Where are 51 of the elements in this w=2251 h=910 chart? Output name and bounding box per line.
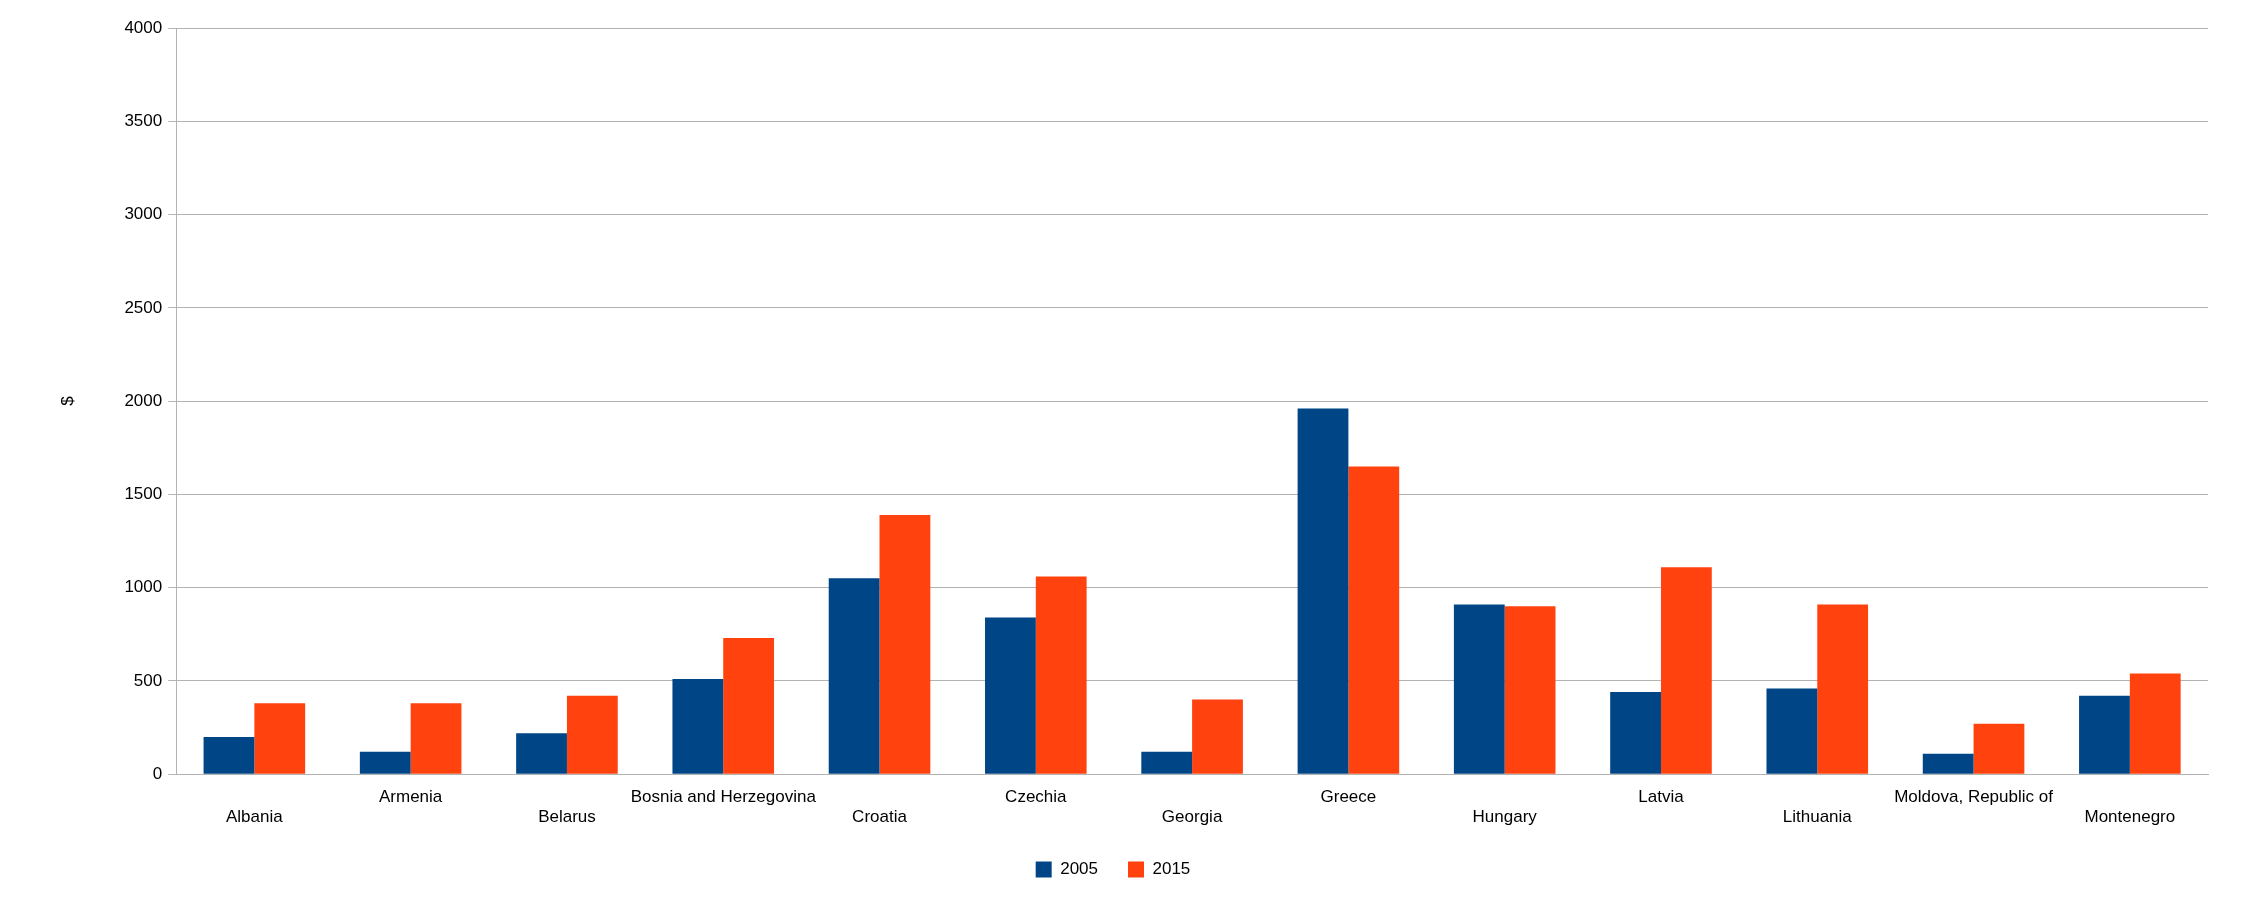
x-tick-label: Latvia xyxy=(1638,787,1685,807)
bar xyxy=(203,736,255,774)
bar xyxy=(672,679,724,774)
bar xyxy=(1660,567,1712,774)
bar xyxy=(1922,753,1974,774)
bar xyxy=(1766,688,1818,774)
bar xyxy=(410,703,462,774)
x-tick-label: Moldova, Republic of xyxy=(1894,787,2054,807)
bar xyxy=(1610,692,1661,774)
bar xyxy=(254,703,306,774)
x-tick-label: Belarus xyxy=(538,807,596,827)
bar xyxy=(879,514,931,774)
y-tick-label: 500 xyxy=(133,670,163,690)
bar xyxy=(985,617,1036,774)
bar xyxy=(828,578,880,774)
x-tick-label: Czechia xyxy=(1005,787,1068,807)
bar xyxy=(1453,604,1505,774)
y-tick-label: 0 xyxy=(152,763,163,783)
x-tick-label: Armenia xyxy=(379,787,443,807)
bar xyxy=(1348,466,1400,774)
bar xyxy=(1035,576,1087,774)
bar xyxy=(1973,723,2025,774)
legend-label: 2005 xyxy=(1060,859,1099,879)
bar xyxy=(566,695,618,774)
bar xyxy=(1297,408,1349,774)
bar xyxy=(2129,673,2181,774)
legend-label: 2015 xyxy=(1152,859,1191,879)
x-tick-label: Hungary xyxy=(1472,807,1538,827)
bar xyxy=(516,733,567,774)
y-tick-label: 3500 xyxy=(124,110,163,130)
x-tick-label: Lithuania xyxy=(1782,807,1853,827)
y-tick-label: 1500 xyxy=(124,484,163,504)
bar xyxy=(723,638,775,774)
x-tick-label: Croatia xyxy=(852,807,908,827)
y-tick-label: 1000 xyxy=(124,577,163,597)
bar xyxy=(359,751,411,774)
y-tick-label: 4000 xyxy=(124,17,163,37)
x-tick-label: Bosnia and Herzegovina xyxy=(630,787,817,807)
x-tick-label: Montenegro xyxy=(2084,807,2176,827)
bar xyxy=(1141,751,1193,774)
bar xyxy=(2079,695,2130,774)
y-axis-title: $ xyxy=(57,395,77,406)
bar xyxy=(1192,699,1243,774)
y-tick-label: 2500 xyxy=(124,297,163,317)
bar xyxy=(1504,606,1556,774)
y-tick-label: 3000 xyxy=(124,204,163,224)
x-tick-label: Greece xyxy=(1320,787,1377,807)
y-tick-label: 2000 xyxy=(124,390,163,410)
x-tick-label: Georgia xyxy=(1161,807,1223,827)
x-tick-label: Albania xyxy=(226,807,284,827)
bar xyxy=(1817,604,1869,774)
